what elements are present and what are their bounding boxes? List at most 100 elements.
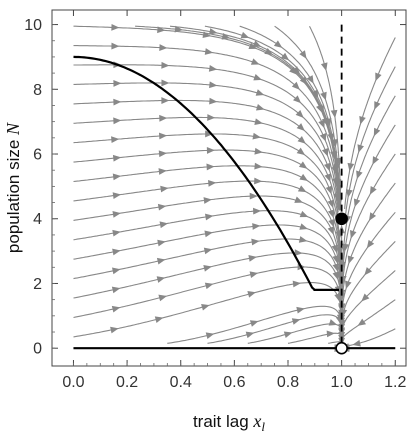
stream-arrow xyxy=(154,316,164,323)
stream-arrow xyxy=(248,254,257,262)
stream-arrow xyxy=(201,303,210,311)
stream-arrow xyxy=(159,114,168,122)
stream-arrow xyxy=(156,257,166,265)
y-axis-label: population size N xyxy=(3,122,23,253)
stream-arrow xyxy=(252,132,261,140)
stream-arrow xyxy=(256,104,265,111)
stream-arrow xyxy=(254,162,263,170)
stream-arrow xyxy=(249,271,259,279)
stream-arrow xyxy=(296,147,306,156)
stream-arrow xyxy=(292,66,301,75)
stream-arrow xyxy=(347,162,355,172)
stream-arrow xyxy=(112,248,121,256)
stream-arrow xyxy=(113,80,122,87)
stream-arrow xyxy=(299,50,307,59)
stream-arrow xyxy=(349,230,357,239)
stream-arrow xyxy=(293,95,302,104)
stream-arrow xyxy=(208,179,217,187)
stream-arrow xyxy=(249,320,259,327)
stream-arrow xyxy=(254,177,263,185)
stream-arrow xyxy=(333,163,341,172)
stream-arrow xyxy=(368,212,377,221)
stream-arrow xyxy=(112,211,121,218)
stream-arrow xyxy=(299,173,308,182)
stream-arrow xyxy=(203,265,212,272)
stream-arrow xyxy=(375,72,382,82)
stream-arrow xyxy=(324,117,332,127)
stream-arrow xyxy=(251,238,260,246)
stream-arrow xyxy=(356,170,363,180)
stream-arrow xyxy=(273,40,283,48)
stream-arrow xyxy=(159,44,168,51)
stream-arrow xyxy=(328,319,338,326)
stream-arrow xyxy=(369,186,377,195)
stream-arrow xyxy=(157,239,166,247)
stream-arrow xyxy=(357,144,364,153)
stream-line xyxy=(167,305,343,347)
stream-arrow xyxy=(204,48,214,55)
stream-arrow xyxy=(112,154,122,162)
stream-line xyxy=(73,99,339,213)
stream-line xyxy=(73,252,343,348)
stream-arrow xyxy=(296,123,305,131)
plot-area xyxy=(51,9,407,367)
stream-arrow xyxy=(156,276,166,283)
stream-arrow xyxy=(111,136,120,144)
stream-arrow xyxy=(327,199,335,209)
stream-arrow xyxy=(158,132,168,140)
stream-arrow xyxy=(157,203,167,211)
x-axis-label: trait lag xl xyxy=(193,411,265,434)
y-tick-label: 4 xyxy=(33,211,42,228)
stream-arrow xyxy=(206,147,215,154)
stream-arrow xyxy=(205,130,214,138)
stream-arrow xyxy=(204,213,214,221)
y-tick-label: 8 xyxy=(33,82,42,99)
stream-arrow xyxy=(291,318,301,325)
stream-arrow xyxy=(111,267,121,275)
stream-arrow xyxy=(323,162,331,172)
stream-arrow xyxy=(203,247,213,255)
stream-arrow xyxy=(306,75,314,84)
stream-arrow xyxy=(111,42,120,50)
stream-arrow xyxy=(296,306,305,314)
stream-arrow xyxy=(280,52,290,61)
stable-equilibrium-point xyxy=(335,212,348,226)
stream-arrow xyxy=(321,147,329,157)
stream-arrow xyxy=(366,239,375,249)
stream-arrow xyxy=(361,293,370,302)
stream-arrow xyxy=(209,81,218,89)
stream-arrow xyxy=(299,210,309,218)
stream-arrow xyxy=(249,192,258,200)
stream-arrow xyxy=(331,244,339,254)
stream-arrow xyxy=(294,196,303,203)
stream-arrow xyxy=(254,147,263,155)
stream-arrow xyxy=(319,132,327,142)
stream-arrow xyxy=(283,331,293,338)
stream-arrow xyxy=(112,173,122,181)
y-tick-label: 2 xyxy=(33,276,42,293)
stream-arrow xyxy=(112,229,121,237)
stream-arrow xyxy=(158,294,168,302)
stream-arrow xyxy=(291,81,300,90)
stream-arrow xyxy=(110,326,119,334)
stream-arrow xyxy=(298,161,308,169)
stream-arrow xyxy=(159,221,169,229)
stream-arrow xyxy=(113,117,122,125)
y-tick-label: 10 xyxy=(24,17,42,34)
stream-arrow xyxy=(320,62,328,72)
stream-line xyxy=(274,25,342,210)
stream-arrow xyxy=(298,236,308,243)
stream-arrow xyxy=(335,157,343,166)
x-tick-label: 0.6 xyxy=(223,374,245,391)
stream-arrow xyxy=(318,119,325,129)
stream-arrow xyxy=(297,136,306,144)
stream-arrow xyxy=(161,79,170,87)
stream-arrow xyxy=(206,163,215,171)
stream-arrow xyxy=(252,207,262,215)
stream-arrow xyxy=(204,230,213,238)
stream-arrow xyxy=(160,185,169,193)
stream-arrow xyxy=(111,305,121,313)
stream-arrow xyxy=(324,173,331,183)
stream-arrow xyxy=(359,115,366,125)
